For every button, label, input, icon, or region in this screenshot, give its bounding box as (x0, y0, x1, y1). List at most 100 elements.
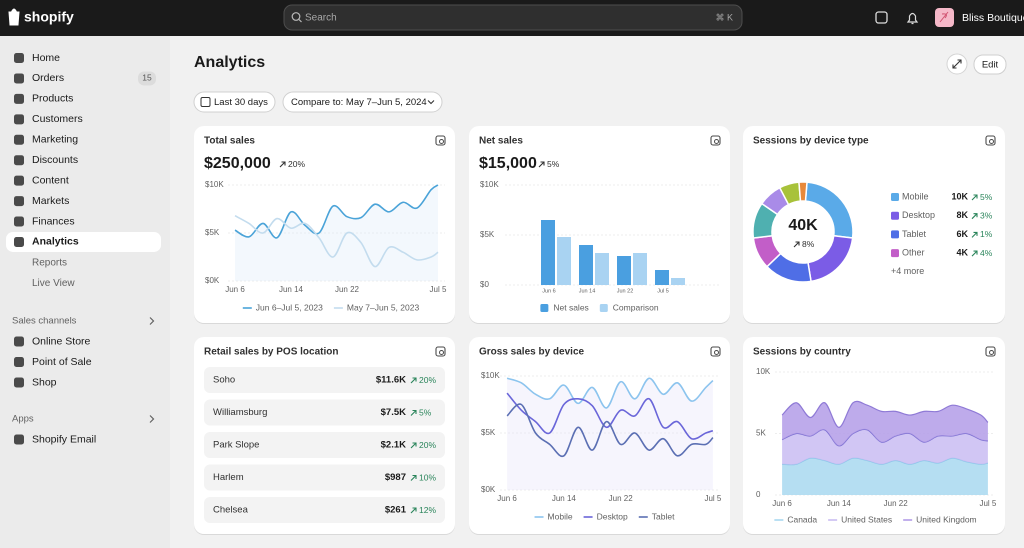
legend-swatch (891, 230, 899, 239)
nav-item[interactable]: Shopify Email (32, 433, 96, 445)
card-report-icon[interactable] (710, 346, 721, 357)
y-tick-label: $10K (205, 180, 224, 189)
legend-swatch (599, 304, 608, 312)
legend-value: 8K (956, 210, 968, 220)
edit-button[interactable] (973, 54, 1007, 75)
search-placeholder: Search (305, 13, 337, 24)
bar (633, 253, 647, 285)
nav-active-bg (6, 231, 161, 252)
nav-section-title[interactable]: Apps (12, 414, 34, 425)
nav-item[interactable]: Discounts (32, 154, 78, 166)
y-tick-label: $5K (481, 428, 496, 437)
legend-label: Other (902, 247, 925, 257)
table-row (204, 497, 445, 523)
nav-item[interactable]: Online Store (32, 335, 91, 347)
nav-item[interactable]: Point of Sale (32, 356, 92, 368)
card-report-icon[interactable] (985, 135, 996, 146)
nav-item[interactable]: Finances (32, 215, 75, 227)
card-report-icon-lens (439, 139, 444, 144)
nav-item[interactable]: Content (32, 174, 69, 186)
card-title: Retail sales by POS location (204, 347, 339, 358)
y-tick-label: 0 (756, 490, 761, 499)
search-icon (291, 12, 301, 21)
nav-icon (14, 134, 24, 145)
donut-segment (798, 181, 808, 202)
nav-item[interactable]: Analytics (32, 236, 79, 248)
line-area-fill (235, 185, 438, 281)
data-line (234, 215, 439, 268)
card-report-icon[interactable] (435, 346, 446, 357)
x-tick-label: Jun 22 (617, 288, 634, 294)
nav-icon (14, 357, 24, 367)
nav-icon (14, 155, 24, 166)
logo-icon (8, 8, 20, 26)
trend-arrow-icon (410, 442, 417, 449)
search-icon-handle (298, 19, 302, 23)
location-change: 10% (419, 472, 436, 482)
stacked-area (782, 429, 988, 465)
area-edge (781, 400, 989, 428)
nav-item[interactable]: Orders (32, 72, 64, 84)
compare-chip[interactable] (282, 91, 443, 113)
headline-value: $250,000 (204, 155, 271, 172)
legend-label: Desktop (597, 511, 628, 521)
legend-more[interactable]: +4 more (891, 266, 924, 276)
nav-item[interactable]: Shop (32, 376, 57, 388)
table-row (204, 464, 445, 491)
page-title: Analytics (194, 54, 265, 71)
card-report-icon-lens (989, 350, 994, 355)
nav-item[interactable]: Customers (32, 113, 83, 125)
nav-icon (14, 196, 24, 207)
data-line (506, 377, 714, 409)
y-tick-label: $5K (205, 228, 220, 237)
card-report-icon[interactable] (435, 135, 446, 146)
legend-label: Net sales (553, 302, 588, 312)
data-line (234, 184, 439, 239)
store-avatar[interactable] (935, 8, 954, 27)
y-tick-label: $0 (480, 280, 489, 289)
stacked-area (782, 457, 988, 495)
bar (655, 270, 669, 285)
bar (541, 220, 555, 285)
trend-arrow-icon (279, 161, 286, 168)
inbox-icon[interactable] (875, 11, 888, 24)
bar (579, 245, 593, 285)
location-sales: $11.6K (376, 375, 406, 386)
nav-sub-item[interactable]: Reports (32, 258, 67, 269)
legend-label: Desktop (902, 210, 935, 220)
search-box[interactable] (283, 4, 743, 31)
location-sales: $2.1K (381, 440, 406, 451)
section-chevron (149, 317, 155, 325)
x-tick-label: Jul 5 (979, 499, 996, 508)
bar (671, 278, 685, 285)
x-tick-label: Jul 5 (704, 494, 721, 503)
compare-chevron (427, 100, 435, 105)
bar (557, 237, 571, 285)
expand-icon (952, 59, 962, 69)
trend-arrow-icon (971, 213, 978, 220)
legend-label: Tablet (902, 229, 927, 239)
card-report-icon[interactable] (985, 346, 996, 357)
bell-icon[interactable] (906, 12, 919, 25)
legend-swatch (891, 193, 899, 201)
location-name: Soho (213, 375, 235, 386)
location-change: 20% (419, 375, 436, 385)
nav-item[interactable]: Products (32, 93, 73, 105)
legend-change: 3% (980, 210, 993, 220)
trend-arrow-icon (410, 507, 417, 514)
nav-section-title[interactable]: Sales channels (12, 316, 77, 327)
nav-sub-item[interactable]: Live View (32, 278, 75, 289)
nav-icon (14, 236, 24, 247)
nav-item[interactable]: Marketing (32, 134, 78, 146)
nav-item[interactable]: Markets (32, 195, 69, 207)
legend-value: 10K (951, 191, 968, 201)
date-range-chip[interactable] (193, 91, 276, 113)
nav-item[interactable]: Home (32, 52, 60, 64)
location-sales: $261 (385, 505, 407, 516)
legend-label: Jun 6–Jul 5, 2023 (256, 302, 323, 312)
sidebar (0, 36, 170, 548)
nav-icon (14, 53, 24, 63)
store-name[interactable]: Bliss Boutique (962, 12, 1024, 24)
card-report-icon[interactable] (710, 135, 721, 146)
